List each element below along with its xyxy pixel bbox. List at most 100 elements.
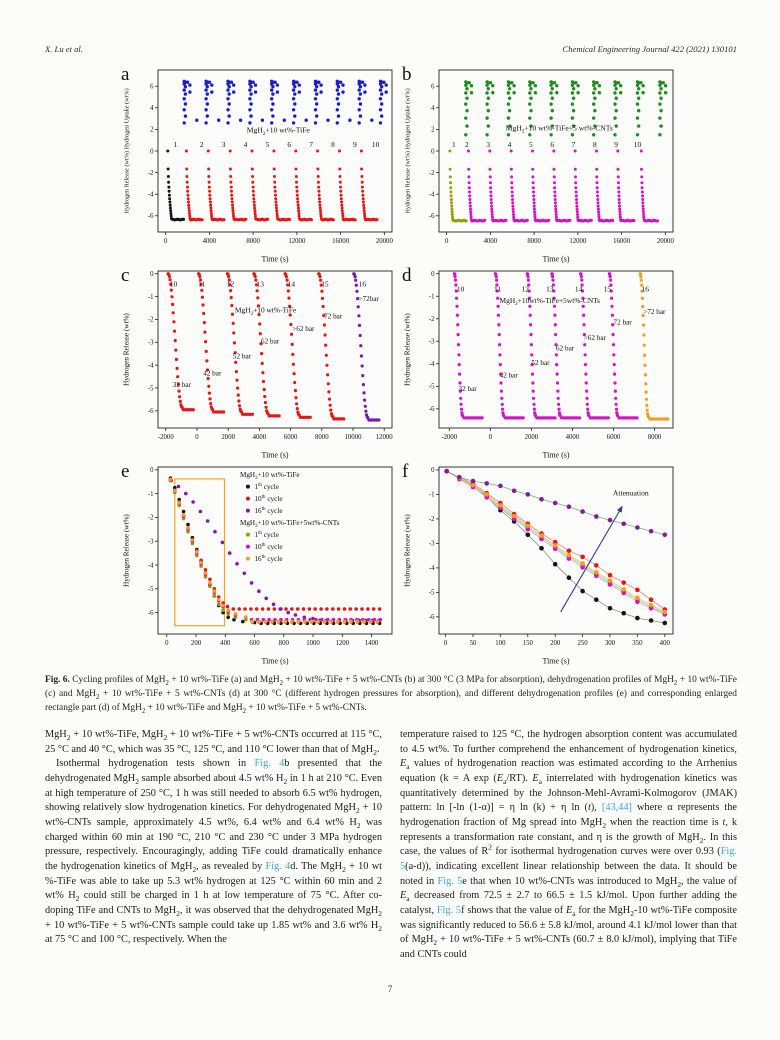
cycle-number: 1 (452, 140, 456, 149)
series-points (166, 272, 381, 422)
cycle-number: 2 (200, 140, 204, 149)
cycle-number: 3 (222, 140, 226, 149)
figure-panel-c-svg: -2000 0 2000 4000 6000 8000 10000 12000 0 -1 -2 -3 -… (121, 265, 393, 460)
cycle-number: 4 (244, 140, 248, 149)
y-axis-label: Hydrogen Release (wt%) Hydrogen Uptake (… (124, 88, 131, 213)
svg-text:-2: -2 (148, 317, 154, 324)
svg-text:4000: 4000 (203, 238, 217, 245)
cycle-number: 16 (359, 279, 367, 288)
cycle-number: 7 (309, 140, 313, 149)
svg-text:0: 0 (431, 148, 435, 155)
cycle-number: 16 (642, 285, 650, 294)
text-column-left: MgH2 + 10 wt%-TiFe, MgH2 + 10 wt%-TiFe +… (45, 728, 382, 963)
x-axis-label: Time (s) (542, 657, 569, 666)
citation-link[interactable]: [43,44] (601, 802, 632, 814)
cycle-number: 5 (529, 140, 533, 149)
svg-text:8000: 8000 (648, 434, 662, 441)
citation-link[interactable]: Fig. 5 (400, 846, 737, 873)
paragraph: Isothermal hydrogenation tests shown in … (45, 758, 383, 946)
svg-text:-4: -4 (148, 192, 154, 199)
series-points (448, 80, 668, 223)
figure-caption: Fig. 6. Cycling profiles of MgH2 + 10 wt… (45, 675, 737, 716)
cycle-number: 10 (634, 140, 642, 149)
cycle-number: 10 (170, 279, 178, 288)
annotation: Attenuation (613, 489, 649, 498)
panel-letter: e (121, 461, 129, 482)
svg-text:-2: -2 (148, 515, 154, 522)
citation-link[interactable]: Fig. 5 (436, 905, 462, 917)
axes: 0 50 100 150 200 250 300 350 400 0 -1 -2 -3 -4 -5 -6 Tim… (404, 466, 674, 666)
x-axis-label: Time (s) (261, 451, 288, 460)
svg-text:600: 600 (249, 640, 260, 647)
figure-panel-d-svg: -2000 0 2000 4000 6000 8000 0 -1 -2 -3 -4 -5 -6 Time … (402, 265, 674, 460)
svg-text:0: 0 (444, 640, 448, 647)
svg-text:4000: 4000 (253, 434, 267, 441)
svg-text:0: 0 (164, 238, 168, 245)
figure-6: 0 4000 8000 12000 16000 20000 -6 -4 -2 0 2 4 6 Time (… (120, 63, 682, 666)
svg-text:250: 250 (577, 640, 588, 647)
svg-text:12000: 12000 (569, 238, 587, 245)
svg-text:0: 0 (150, 467, 154, 474)
annotation: 52 bar (233, 352, 252, 360)
svg-text:-4: -4 (429, 192, 435, 199)
running-head-author: X. Lu et al. (45, 44, 83, 54)
x-axis-label: Time (s) (542, 451, 569, 460)
figure-panel-d: -2000 0 2000 4000 6000 8000 0 -1 -2 -3 -4 -5 -6 Time … (401, 264, 682, 460)
annotation: >62 bar (584, 334, 607, 342)
svg-text:200: 200 (191, 640, 202, 647)
annotation: 32 bar (459, 385, 478, 393)
cycle-number: 1 (174, 140, 178, 149)
y-axis-label: Hydrogen Release (wt%) (123, 313, 131, 386)
cycle-number: 12 (522, 285, 530, 294)
svg-text:12000: 12000 (288, 238, 306, 245)
svg-text:-4: -4 (429, 361, 435, 368)
cycle-number: 6 (287, 140, 291, 149)
svg-text:6: 6 (431, 84, 435, 91)
svg-text:-1: -1 (148, 294, 154, 301)
svg-text:100: 100 (495, 640, 506, 647)
figure-panel-a-svg: 0 4000 8000 12000 16000 20000 -6 -4 -2 0 2 4 6 Time (… (121, 64, 393, 264)
svg-text:0: 0 (431, 467, 435, 474)
cycle-number: 6 (550, 140, 554, 149)
annotation: MgH2+10wt%-TiFe+5wt%-CNTs (500, 296, 601, 307)
cycle-number: 13 (257, 279, 265, 288)
figure-panel-e: 0 200 400 600 800 1000 1200 1400 0 -1 -2 -3 -4 -5 -6 Ti… (120, 460, 401, 666)
svg-text:-6: -6 (148, 213, 154, 220)
cycle-number: 8 (593, 140, 597, 149)
annotation: 42 bar (203, 369, 222, 377)
figure-panel-b: 0 4000 8000 12000 16000 20000 -6 -4 -2 0 2 4 6 Time (… (401, 63, 682, 264)
x-axis-label: Time (s) (261, 657, 288, 666)
legend-entry: 10th cycle (254, 494, 282, 503)
y-axis-label: Hydrogen Release (wt%) (123, 514, 131, 587)
svg-text:-6: -6 (148, 408, 154, 415)
panel-letter: f (402, 461, 409, 482)
citation-link[interactable]: Fig. 5 (437, 875, 463, 887)
svg-text:0: 0 (195, 434, 199, 441)
svg-text:10000: 10000 (345, 434, 363, 441)
x-axis-label: Time (s) (261, 255, 288, 264)
panel-letter: d (402, 265, 412, 286)
axes: -2000 0 2000 4000 6000 8000 0 -1 -2 -3 -4 -5 -6 Time … (404, 270, 674, 460)
attenuation-arrow (560, 505, 623, 613)
highlight-rectangle (174, 478, 226, 627)
axes: -2000 0 2000 4000 6000 8000 10000 12000 0 -1 -2 -3 -… (123, 270, 393, 460)
svg-text:-3: -3 (148, 340, 154, 347)
series-points (452, 272, 670, 421)
svg-text:300: 300 (605, 640, 616, 647)
cycle-number: 10 (457, 285, 465, 294)
svg-text:8000: 8000 (527, 238, 541, 245)
legend-entry: 1th cycle (254, 530, 278, 539)
svg-text:2: 2 (431, 127, 435, 134)
annotation: >62 bar (292, 325, 315, 333)
y-axis-label: Hydrogen Release (wt%) Hydrogen Uptake (… (405, 88, 412, 213)
svg-text:-1: -1 (429, 294, 435, 301)
svg-text:1000: 1000 (306, 640, 320, 647)
citation-link[interactable]: Fig. 4 (254, 758, 285, 770)
cycle-number: 8 (331, 140, 335, 149)
annotation: 52 bar (531, 359, 550, 367)
legend-entry: 1th cycle (254, 482, 278, 491)
svg-text:0: 0 (150, 148, 154, 155)
citation-link[interactable]: Fig. 4 (265, 861, 291, 873)
svg-text:-4: -4 (148, 362, 154, 369)
series-points (168, 476, 383, 626)
